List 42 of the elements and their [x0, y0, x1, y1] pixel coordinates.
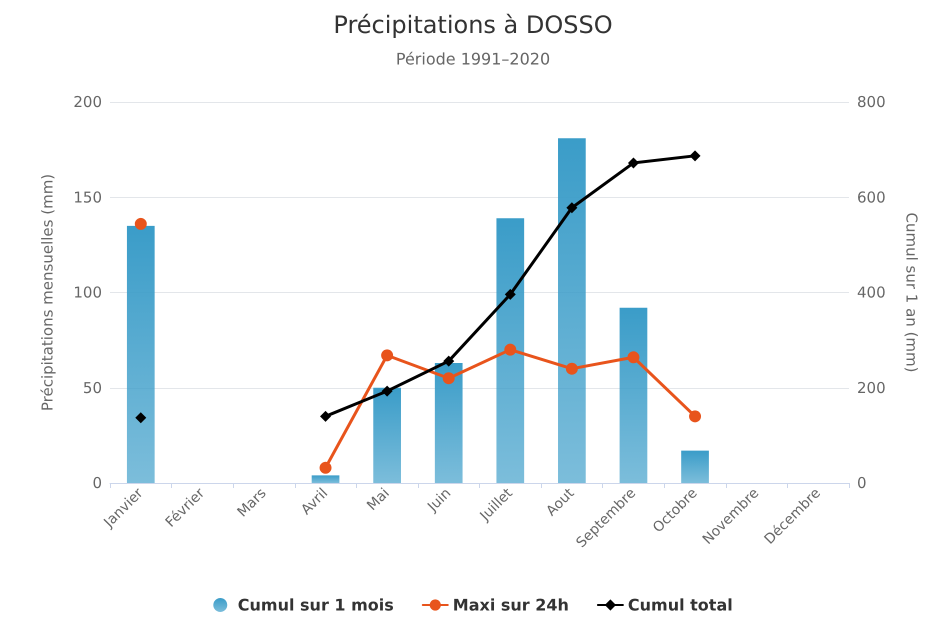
bar: [434, 362, 463, 483]
point: [566, 202, 578, 214]
point: [134, 218, 147, 230]
point: [689, 410, 702, 422]
point: [504, 288, 516, 300]
point: [504, 344, 516, 356]
point: [690, 150, 701, 162]
y-tick-label: 50: [82, 378, 102, 397]
y2-tick-label: 0: [857, 474, 867, 492]
bar: [373, 388, 401, 483]
chart-subtitle: Période 1991–2020: [396, 50, 550, 68]
y2-tick-label: 200: [857, 378, 886, 397]
y2-tick-label: 400: [857, 284, 886, 302]
bar: [126, 226, 155, 483]
point: [320, 410, 332, 422]
point: [381, 349, 394, 362]
y2-axis-title: Cumul sur 1 an (mm): [902, 212, 920, 372]
legend-label: Cumul total: [628, 596, 733, 614]
y-tick-label: 0: [92, 474, 102, 492]
y-tick-label: 200: [73, 93, 102, 111]
y2-tick-label: 800: [857, 93, 886, 111]
y-tick-label: 150: [73, 188, 102, 206]
point: [627, 351, 640, 364]
point: [628, 157, 639, 168]
point: [443, 356, 454, 367]
bar: [558, 138, 586, 483]
bar: [681, 450, 709, 483]
y2-tick-label: 600: [857, 188, 886, 206]
x-tick-label: Mai: [364, 485, 393, 514]
y-axis-title: Précipitations mensuelles (mm): [38, 174, 56, 412]
bar: [496, 218, 524, 483]
legend-label: Cumul sur 1 mois: [238, 596, 394, 614]
point: [135, 412, 146, 424]
point: [382, 386, 393, 397]
point: [320, 462, 332, 474]
legend-label: Maxi sur 24h: [452, 596, 569, 614]
bar: [312, 475, 340, 483]
point: [442, 372, 455, 384]
y-tick-label: 100: [73, 284, 102, 302]
point: [566, 362, 578, 375]
bar: [620, 308, 648, 483]
chart-title: Précipitations à DOSSO: [333, 11, 613, 39]
